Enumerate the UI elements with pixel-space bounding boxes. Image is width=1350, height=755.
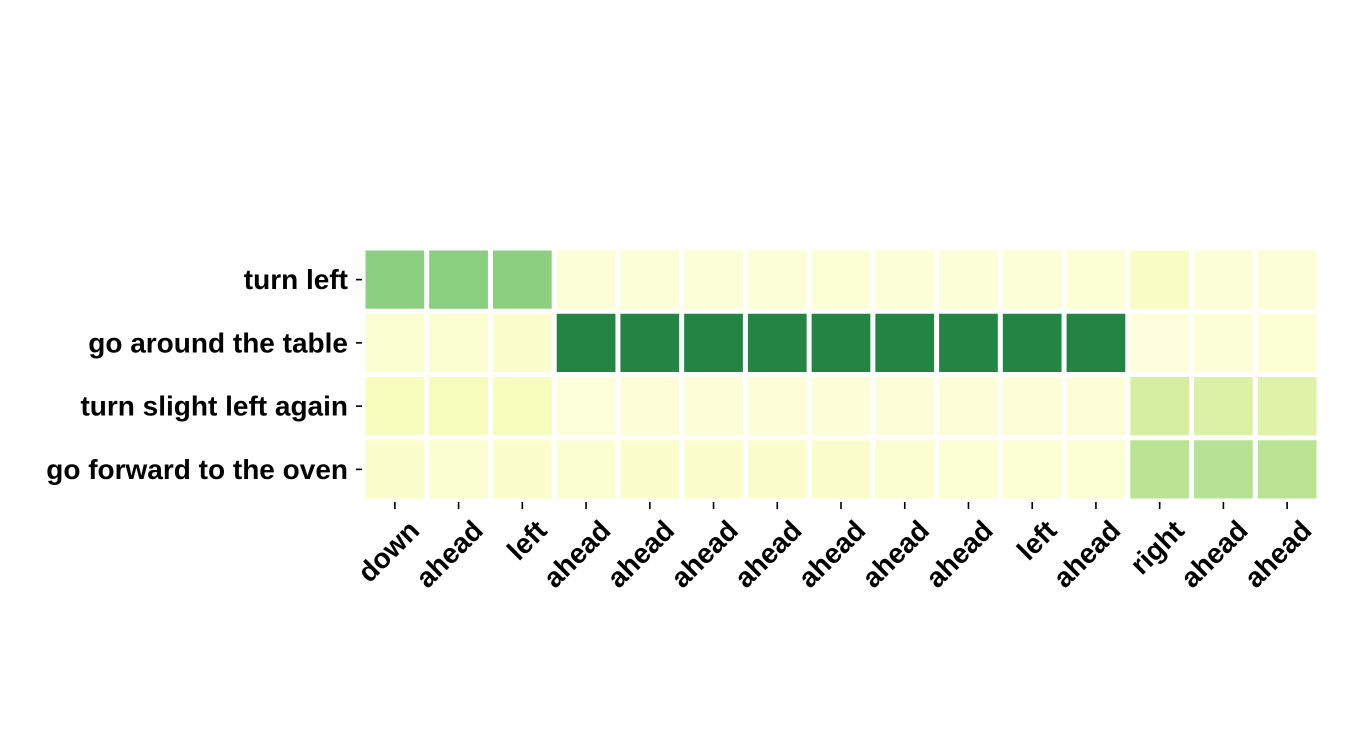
heatmap-cell xyxy=(684,313,743,372)
heatmap-cell xyxy=(684,377,743,436)
heatmap-cell xyxy=(811,440,871,499)
heatmap-cell xyxy=(1130,377,1190,436)
heatmap-cell xyxy=(1194,377,1253,436)
x-tick-label: ahead xyxy=(601,514,680,593)
y-tick-label: go around the table xyxy=(88,327,348,358)
heatmap-cell xyxy=(492,440,552,499)
x-tick-label: ahead xyxy=(920,514,999,593)
heatmap-cell xyxy=(365,377,425,436)
heatmap-cell xyxy=(1257,313,1317,372)
heatmap-cell xyxy=(747,250,807,309)
heatmap-cell xyxy=(556,250,616,309)
heatmap-cells xyxy=(365,250,1317,499)
x-tick-label: ahead xyxy=(1047,514,1126,593)
heatmap-cell xyxy=(811,250,871,309)
y-axis: turn left go around the table turn slight … xyxy=(46,264,362,485)
heatmap-cell xyxy=(1066,313,1126,372)
x-tick-label: ahead xyxy=(410,514,489,593)
y-tick-label: go forward to the oven xyxy=(46,454,348,485)
heatmap-cell xyxy=(1002,440,1062,499)
heatmap-cell xyxy=(875,377,935,436)
heatmap-cell xyxy=(875,250,935,309)
heatmap-cell xyxy=(492,250,552,309)
x-tick-label: ahead xyxy=(1238,514,1317,593)
heatmap-cell xyxy=(492,377,552,436)
heatmap-cell xyxy=(429,377,488,436)
y-tick-label: turn slight left again xyxy=(80,391,348,422)
heatmap-cell xyxy=(429,250,488,309)
heatmap-cell xyxy=(1066,250,1126,309)
heatmap-cell xyxy=(939,250,998,309)
heatmap-cell xyxy=(875,313,935,372)
heatmap-cell xyxy=(1194,440,1253,499)
heatmap-cell xyxy=(556,440,616,499)
heatmap-cell xyxy=(429,440,488,499)
heatmap-cell xyxy=(684,250,743,309)
heatmap-cell xyxy=(939,377,998,436)
heatmap-cell xyxy=(1257,440,1317,499)
x-tick-label: ahead xyxy=(856,514,935,593)
x-tick-label: ahead xyxy=(1175,514,1254,593)
heatmap-cell xyxy=(747,440,807,499)
x-tick-label: left xyxy=(501,514,553,566)
heatmap-cell xyxy=(1002,250,1062,309)
heatmap-cell xyxy=(747,313,807,372)
heatmap-cell xyxy=(1194,313,1253,372)
heatmap-cell xyxy=(1002,377,1062,436)
heatmap-cell xyxy=(620,377,680,436)
heatmap-cell xyxy=(811,377,871,436)
heatmap-cell xyxy=(492,313,552,372)
heatmap-cell xyxy=(1130,313,1190,372)
heatmap-cell xyxy=(684,440,743,499)
heatmap-cell xyxy=(365,440,425,499)
heatmap-cell xyxy=(811,313,871,372)
heatmap-cell xyxy=(365,250,425,309)
heatmap-cell xyxy=(1257,250,1317,309)
heatmap-cell xyxy=(620,250,680,309)
x-tick-label: left xyxy=(1011,514,1063,566)
heatmap-cell xyxy=(1066,440,1126,499)
x-tick-label: ahead xyxy=(537,514,616,593)
heatmap-cell xyxy=(429,313,488,372)
heatmap-cell xyxy=(1130,440,1190,499)
heatmap-cell xyxy=(939,313,998,372)
heatmap-cell xyxy=(1002,313,1062,372)
heatmap-cell xyxy=(620,313,680,372)
x-tick-label: ahead xyxy=(665,514,744,593)
heatmap-cell xyxy=(875,440,935,499)
heatmap-cell xyxy=(556,377,616,436)
x-tick-label: ahead xyxy=(792,514,871,593)
heatmap-cell xyxy=(939,440,998,499)
heatmap-cell xyxy=(747,377,807,436)
heatmap-cell xyxy=(1257,377,1317,436)
heatmap-cell xyxy=(620,440,680,499)
heatmap-cell xyxy=(365,313,425,372)
heatmap-cell xyxy=(1066,377,1126,436)
heatmap-cell xyxy=(556,313,616,372)
x-tick-label: ahead xyxy=(728,514,807,593)
heatmap-cell xyxy=(1194,250,1253,309)
heatmap-cell xyxy=(1130,250,1190,309)
y-tick-label: turn left xyxy=(244,264,348,295)
